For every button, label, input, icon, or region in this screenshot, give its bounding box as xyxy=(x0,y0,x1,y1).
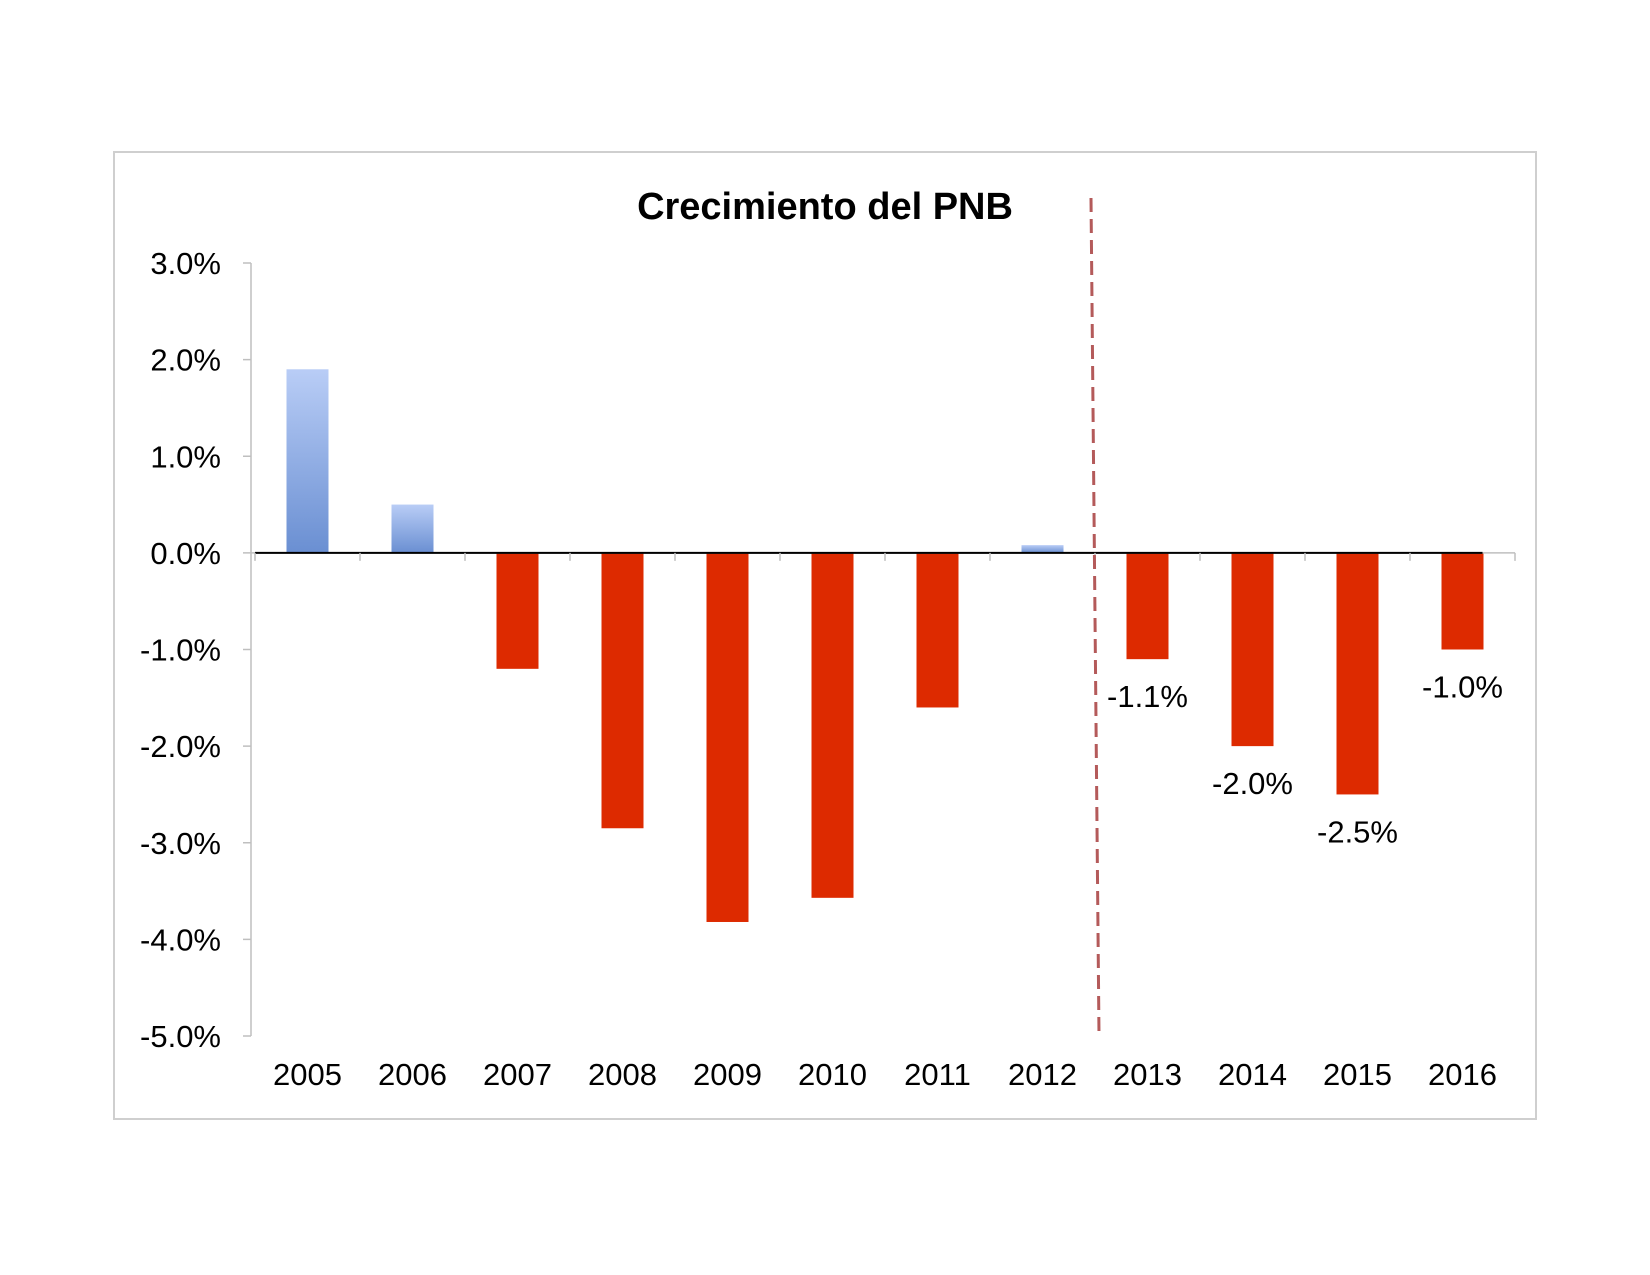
bar-2005 xyxy=(286,369,329,553)
y-tick-label: 1.0% xyxy=(150,439,221,474)
x-tick-label: 2012 xyxy=(1008,1057,1077,1092)
bar-2009 xyxy=(706,552,749,922)
x-tick-label: 2014 xyxy=(1218,1057,1287,1092)
plot-area: 3.0% 2.0% 1.0% 0.0% -1.0% -2.0% -3.0% -4.0% -5.0… xyxy=(140,197,1516,1092)
chart-frame: Crecimiento del PNB 3.0% 2.0% 1.0% 0.0% -1.0… xyxy=(113,151,1537,1120)
chart-svg: Crecimiento del PNB 3.0% 2.0% 1.0% 0.0% -1.0… xyxy=(140,186,1516,1092)
x-tick-label: 2006 xyxy=(378,1057,447,1092)
forecast-divider-line xyxy=(1089,197,1101,1036)
x-tick-label: 2005 xyxy=(273,1057,342,1092)
bar-2016 xyxy=(1441,552,1484,650)
bar-2007 xyxy=(496,552,539,669)
x-tick-label: 2009 xyxy=(693,1057,762,1092)
y-tick-label: -3.0% xyxy=(140,826,221,861)
bar-2014 xyxy=(1231,552,1274,747)
bar-2015 xyxy=(1336,552,1379,795)
x-tick-label: 2013 xyxy=(1113,1057,1182,1092)
chart-title: Crecimiento del PNB xyxy=(637,186,1013,228)
data-label-2014: -2.0% xyxy=(1212,766,1293,801)
bar-2006 xyxy=(391,504,434,553)
x-tick-label: 2011 xyxy=(904,1057,971,1092)
data-label-2015: -2.5% xyxy=(1317,814,1398,849)
y-tick-label: -2.0% xyxy=(140,729,221,764)
x-tick-label: 2008 xyxy=(588,1057,657,1092)
x-tick-label: 2015 xyxy=(1323,1057,1392,1092)
y-tick-label: -5.0% xyxy=(140,1019,221,1054)
y-tick-label: -1.0% xyxy=(140,633,221,668)
bar-2010 xyxy=(811,552,854,898)
y-tick-label: -4.0% xyxy=(140,922,221,957)
bar-2013 xyxy=(1126,552,1169,660)
bar-2011 xyxy=(916,552,959,708)
x-tick-label: 2016 xyxy=(1428,1057,1497,1092)
data-label-2016: -1.0% xyxy=(1422,670,1503,705)
y-tick-label: 3.0% xyxy=(150,246,221,281)
y-tick-label: 2.0% xyxy=(150,343,221,378)
data-label-2013: -1.1% xyxy=(1107,679,1188,714)
bar-2012 xyxy=(1021,545,1064,553)
x-tick-label: 2010 xyxy=(798,1057,867,1092)
x-tick-label: 2007 xyxy=(483,1057,552,1092)
bar-2008 xyxy=(601,552,644,829)
y-tick-label: 0.0% xyxy=(150,536,221,571)
